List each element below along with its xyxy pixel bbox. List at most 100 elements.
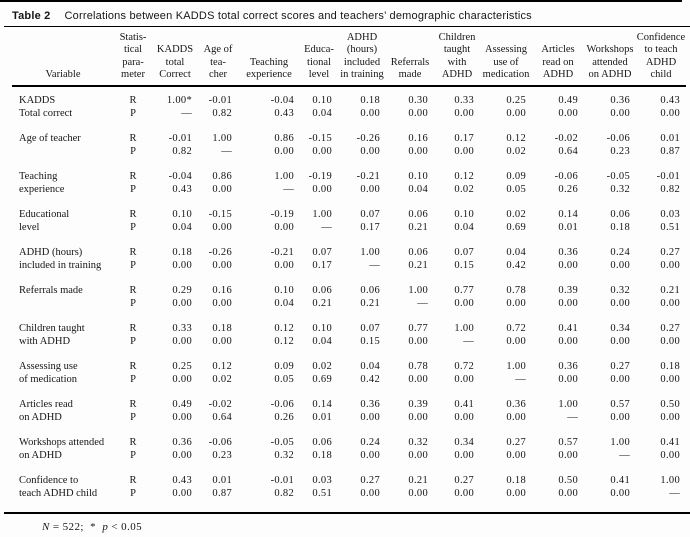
variable-name: of medication xyxy=(19,373,78,385)
correlation-value: 0.06 xyxy=(312,436,332,448)
column-header-4: ADHD (hours) included in training xyxy=(338,27,386,86)
correlation-value: 0.12 xyxy=(274,322,294,334)
p-value: 0.32 xyxy=(274,449,294,461)
variable-name: Teaching xyxy=(19,170,58,182)
n-symbol: N xyxy=(42,520,50,533)
correlation-value: 0.36 xyxy=(610,94,630,106)
p-value: 0.00 xyxy=(660,335,680,347)
p-value: 0.04 xyxy=(172,221,192,233)
p-value: 0.00 xyxy=(610,487,630,499)
variable-name: Assessing use xyxy=(19,360,78,372)
p-value: 0.64 xyxy=(212,411,232,423)
p-symbol: p xyxy=(102,520,109,533)
variable-name: with ADHD xyxy=(19,335,71,347)
r-row: Assessing use R 0.25 0.12 0.09 0.02 0.04 0.78 0.… xyxy=(12,360,686,373)
column-header-10: Confidence to teach ADHD child xyxy=(636,27,686,86)
p-value: — xyxy=(515,373,526,385)
p-value: 0.00 xyxy=(506,107,526,119)
correlation-value: 0.06 xyxy=(408,208,428,220)
correlation-value: 0.36 xyxy=(360,398,380,410)
row-spacer xyxy=(12,196,686,208)
correlation-value: 0.57 xyxy=(610,398,630,410)
correlation-value: 1.00 xyxy=(408,284,428,296)
correlation-value: 0.36 xyxy=(172,436,192,448)
p-value: 0.00 xyxy=(610,335,630,347)
r-row: Age of teacher R -0.01 1.00 0.86 -0.15 -0.26 0.… xyxy=(12,132,686,145)
correlation-value: 0.02 xyxy=(312,360,332,372)
header-line: ADHD xyxy=(542,69,574,81)
stat-parameter-label: R xyxy=(129,398,137,410)
p-row: level P 0.04 0.00 0.00 — 0.17 0.21 0.04 0.69 0.01 0… xyxy=(12,221,686,234)
correlation-value: 0.10 xyxy=(274,284,294,296)
header-line: taught xyxy=(443,44,471,56)
correlation-value: 0.07 xyxy=(454,246,474,258)
correlation-value: -0.04 xyxy=(270,94,294,106)
stat-parameter-label: P xyxy=(130,449,136,461)
correlation-value: 0.32 xyxy=(408,436,428,448)
correlation-value: -0.26 xyxy=(356,132,380,144)
r-row: ADHD (hours) R 0.18 -0.26 -0.21 0.07 1.00 0.06 0… xyxy=(12,246,686,259)
variable-name: Educational xyxy=(19,208,70,220)
stat-parameter-label: R xyxy=(129,436,137,448)
correlation-value: 0.27 xyxy=(660,322,680,334)
variable-name xyxy=(12,145,114,158)
p-value: 0.00 xyxy=(172,449,192,461)
correlation-value: -0.02 xyxy=(208,398,232,410)
correlation-value: 0.09 xyxy=(274,360,294,372)
p-value: 0.32 xyxy=(610,183,630,195)
correlation-value: 0.07 xyxy=(360,208,380,220)
correlation-value: 0.43 xyxy=(172,474,192,486)
p-value: 0.05 xyxy=(506,183,526,195)
p-value: 0.23 xyxy=(610,145,630,157)
correlation-value: 0.04 xyxy=(360,360,380,372)
p-value: 0.00 xyxy=(454,107,474,119)
p-value: 0.00 xyxy=(212,259,232,271)
correlation-value: -0.05 xyxy=(606,170,630,182)
correlation-value: -0.02 xyxy=(554,132,578,144)
p-value: 0.00 xyxy=(558,449,578,461)
column-header-9: Workshops attended on ADHD xyxy=(584,27,636,86)
correlation-value: 0.06 xyxy=(408,246,428,258)
correlation-value: 0.01 xyxy=(212,474,232,486)
header-line: in training xyxy=(340,69,384,81)
header-line: child xyxy=(650,69,672,81)
correlation-value: 0.01 xyxy=(660,132,680,144)
header-line: with xyxy=(447,56,467,68)
p-value: — xyxy=(619,449,630,461)
header-line: Referrals xyxy=(390,56,430,68)
correlation-value: 0.03 xyxy=(312,474,332,486)
row-spacer xyxy=(12,158,686,170)
footer-rule xyxy=(4,511,690,514)
correlation-value: -0.06 xyxy=(606,132,630,144)
p-value: 0.43 xyxy=(274,107,294,119)
p-value: 0.00 xyxy=(212,335,232,347)
p-value: 0.04 xyxy=(312,335,332,347)
correlation-value: 0.12 xyxy=(212,360,232,372)
p-value: 0.00 xyxy=(506,297,526,309)
header-line: included xyxy=(343,56,381,68)
header-line: Children xyxy=(438,32,476,43)
column-header-1: Age of tea-cher xyxy=(198,27,238,86)
p-value: 0.87 xyxy=(660,145,680,157)
variable-name xyxy=(12,297,114,310)
table-page: Table 2 Correlations between KADDS total … xyxy=(4,2,690,533)
correlation-value: 0.77 xyxy=(408,322,428,334)
variable-name: Age of teacher xyxy=(19,132,81,144)
table-title-text: Correlations between KADDS total correct… xyxy=(64,10,532,22)
stat-parameter-label: R xyxy=(129,94,137,106)
row-spacer xyxy=(12,462,686,474)
correlation-value: -0.01 xyxy=(168,132,192,144)
p-value: 0.00 xyxy=(360,411,380,423)
correlation-value: 0.14 xyxy=(312,398,332,410)
row-spacer xyxy=(12,272,686,284)
header-line: ADHD xyxy=(645,56,677,68)
p-value: 0.00 xyxy=(558,297,578,309)
r-row: KADDS R 1.00* -0.01 -0.04 0.10 0.18 0.30 0.33 0.2… xyxy=(12,94,686,107)
header-line: experience xyxy=(246,69,292,81)
variable-name: teach ADHD child xyxy=(19,487,98,499)
p-value: 0.23 xyxy=(212,449,232,461)
correlation-value: 0.39 xyxy=(558,284,578,296)
header-line: KADDS xyxy=(156,44,194,56)
p-row: P 0.82 — 0.00 0.00 0.00 0.00 0.00 0.02 0.64 0.23 0.… xyxy=(12,145,686,158)
header-line: read on xyxy=(542,56,574,68)
